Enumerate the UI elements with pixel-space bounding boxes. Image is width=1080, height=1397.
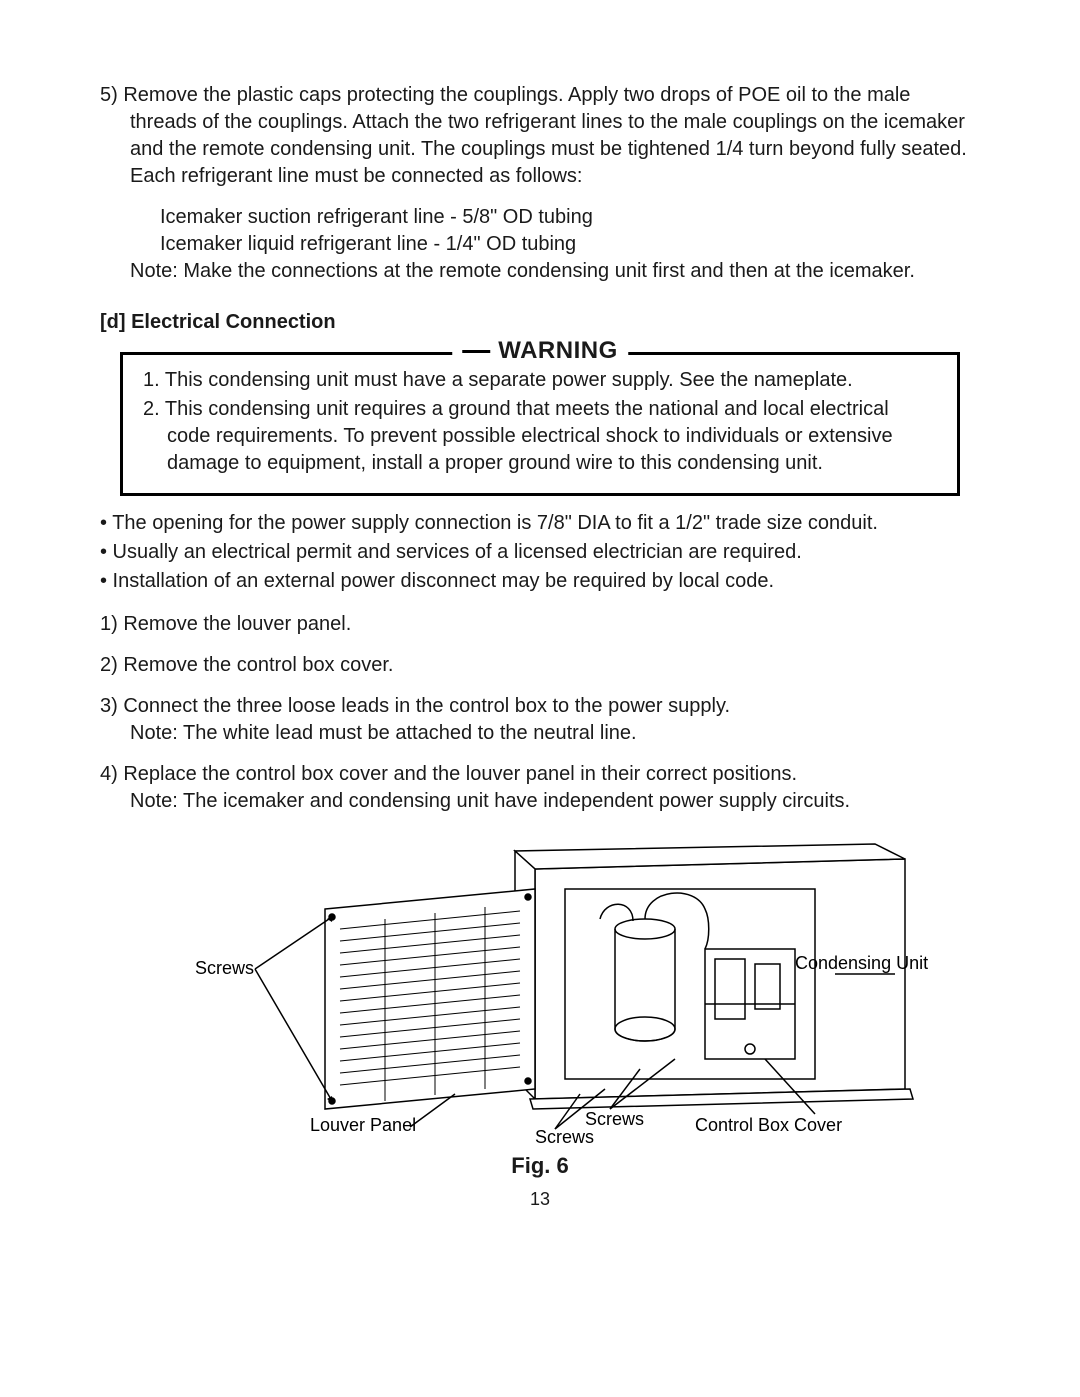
condensing-unit-diagram: Screws Louver Panel Condensing Unit Cont… <box>135 829 945 1149</box>
label-louver-panel: Louver Panel <box>310 1115 416 1135</box>
section-d-heading: [d] Electrical Connection <box>100 311 980 334</box>
warning-box: WARNING 1. This condensing unit must hav… <box>120 352 960 496</box>
label-control-box-cover: Control Box Cover <box>695 1115 842 1135</box>
step-3: 3) Connect the three loose leads in the … <box>100 693 980 720</box>
warning-item-1: 1. This condensing unit must have a sepa… <box>143 367 937 394</box>
bullet-3: • Installation of an external power disc… <box>100 568 980 595</box>
step-3-note: Note: The white lead must be attached to… <box>100 720 980 747</box>
bullet-1: • The opening for the power supply conne… <box>100 510 980 537</box>
step-5-line-b: Icemaker liquid refrigerant line - 1/4" … <box>100 231 980 258</box>
bullet-2: • Usually an electrical permit and servi… <box>100 539 980 566</box>
warning-item-2: 2. This condensing unit requires a groun… <box>143 396 937 477</box>
manual-page: 5) Remove the plastic caps protecting th… <box>0 0 1080 1250</box>
step-5-line-a: Icemaker suction refrigerant line - 5/8"… <box>100 204 980 231</box>
step-5: 5) Remove the plastic caps protecting th… <box>100 82 980 190</box>
label-condensing-unit: Condensing Unit <box>795 953 928 973</box>
page-number: 13 <box>100 1189 980 1210</box>
step-5-note: Note: Make the connections at the remote… <box>100 258 980 285</box>
step-2: 2) Remove the control box cover. <box>100 652 980 679</box>
label-screws-mid: Screws <box>585 1109 644 1129</box>
step-4: 4) Replace the control box cover and the… <box>100 761 980 788</box>
label-screws-bottom: Screws <box>535 1127 594 1147</box>
figure-6: Screws Louver Panel Condensing Unit Cont… <box>100 829 980 1179</box>
label-screws-left: Screws <box>195 958 254 978</box>
warning-title: WARNING <box>452 337 628 365</box>
step-1: 1) Remove the louver panel. <box>100 611 980 638</box>
step-4-note: Note: The icemaker and condensing unit h… <box>100 788 980 815</box>
figure-caption: Fig. 6 <box>100 1153 980 1179</box>
